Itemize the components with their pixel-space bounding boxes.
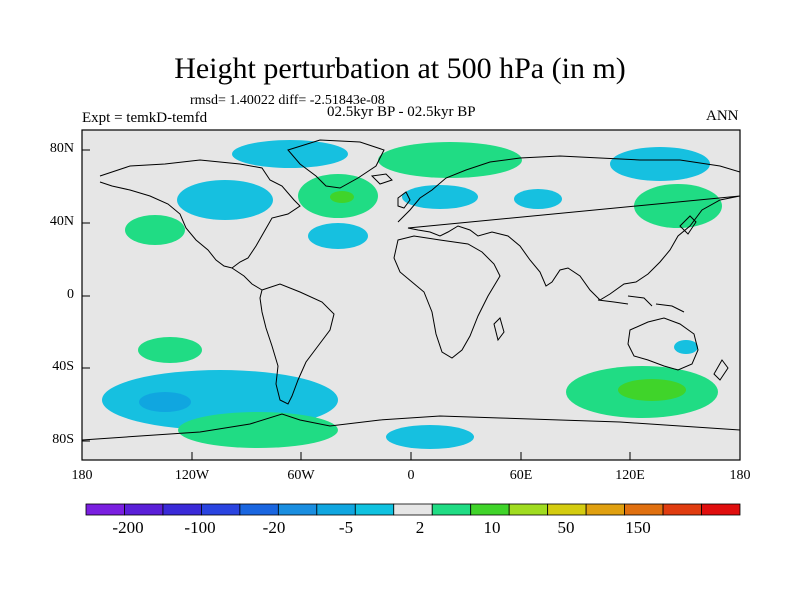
contour-green-south-pacific bbox=[138, 337, 202, 363]
colorbar-swatch bbox=[662, 503, 702, 516]
colorbar-swatch bbox=[85, 503, 125, 516]
rmsd-stats: rmsd= 1.40022 diff= -2.51843e-08 bbox=[190, 93, 385, 108]
colorbar-swatch bbox=[585, 503, 625, 516]
x-tick-label: 180 bbox=[729, 468, 751, 483]
y-tick-label: 0 bbox=[67, 287, 74, 302]
x-tick-label: 60E bbox=[509, 468, 533, 483]
colorbar-swatch bbox=[354, 503, 395, 516]
colorbar-swatch bbox=[508, 503, 549, 516]
colorbar-label: 150 bbox=[625, 518, 651, 537]
colorbar-swatch bbox=[624, 503, 664, 516]
x-tick-label: 120E bbox=[615, 468, 645, 483]
contour-blue-north-america bbox=[177, 180, 273, 220]
coastlines bbox=[82, 139, 740, 441]
period-label: 02.5kyr BP - 02.5kyr BP bbox=[327, 104, 476, 120]
y-tick-label: 40N bbox=[49, 214, 74, 229]
contour-green-antarctic-pacific bbox=[178, 412, 338, 448]
colorbar-swatch bbox=[277, 503, 318, 516]
contour-green-core-south bbox=[618, 379, 686, 401]
contour-green-arctic bbox=[378, 142, 522, 178]
y-tick-label: 80N bbox=[49, 141, 74, 156]
colorbar-swatch bbox=[393, 503, 433, 516]
colorbar-swatch bbox=[470, 503, 510, 516]
x-tick-label: 60W bbox=[287, 468, 315, 483]
contour-green-pacific bbox=[125, 215, 185, 245]
y-tick-label: 80S bbox=[52, 432, 74, 447]
contour-blue-central-asia bbox=[514, 189, 562, 209]
colorbar-swatch bbox=[431, 503, 472, 516]
contour-blue-siberia bbox=[610, 147, 710, 181]
contour-blue-core bbox=[139, 392, 191, 412]
contour-blue-greenland-north bbox=[232, 140, 348, 168]
colorbar-label: 50 bbox=[557, 518, 575, 537]
colorbar-swatch bbox=[547, 503, 587, 516]
colorbar-swatch bbox=[162, 503, 202, 516]
contour-green-north-pacific bbox=[634, 184, 722, 228]
axis-ticks bbox=[81, 149, 741, 460]
colorbar bbox=[85, 503, 741, 516]
contour-blue-antarctic-atlantic bbox=[386, 425, 474, 449]
colorbar-label: -100 bbox=[184, 518, 216, 537]
colorbar-label: -5 bbox=[338, 518, 354, 537]
colorbar-swatch bbox=[124, 503, 164, 516]
contour-green-core bbox=[330, 191, 354, 203]
x-tick-label: 180 bbox=[71, 468, 93, 483]
x-tick-label: 120W bbox=[174, 468, 210, 483]
colorbar-label: -20 bbox=[262, 518, 286, 537]
map-title: Height perturbation at 500 hPa (in m) bbox=[174, 52, 626, 85]
colorbar-label: 2 bbox=[415, 518, 425, 537]
y-tick-label: 40S bbox=[52, 359, 74, 374]
contour-blue-atlantic bbox=[308, 223, 368, 249]
colorbar-swatch bbox=[201, 503, 241, 516]
colorbar-swatch bbox=[316, 503, 356, 516]
season-label: ANN bbox=[706, 108, 739, 124]
x-tick-label: 0 bbox=[407, 468, 415, 483]
contour-blue-australia bbox=[674, 340, 698, 354]
anomaly-contours bbox=[102, 140, 722, 449]
colorbar-swatch bbox=[701, 503, 741, 516]
colorbar-swatch bbox=[239, 503, 279, 516]
experiment-label: Expt = temkD-temfd bbox=[82, 110, 208, 126]
colorbar-label: 10 bbox=[483, 518, 501, 537]
colorbar-label: -200 bbox=[112, 518, 144, 537]
contour-blue-europe bbox=[402, 185, 478, 209]
